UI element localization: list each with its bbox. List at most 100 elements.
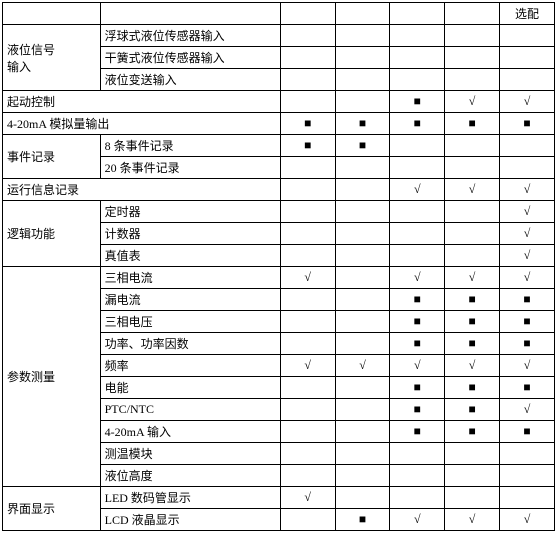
mark-cell bbox=[280, 333, 335, 355]
optional-header: 选配 bbox=[500, 3, 555, 25]
mark-cell bbox=[280, 399, 335, 421]
mark-cell bbox=[335, 223, 390, 245]
mark-cell: √ bbox=[390, 355, 445, 377]
mark-cell: ■ bbox=[445, 311, 500, 333]
mark-cell bbox=[335, 399, 390, 421]
mark-cell: ■ bbox=[500, 311, 555, 333]
mark-cell: ■ bbox=[445, 333, 500, 355]
mark-cell bbox=[335, 377, 390, 399]
sub-label: PTC/NTC bbox=[100, 399, 280, 421]
mark-cell bbox=[280, 245, 335, 267]
mark-cell: ■ bbox=[500, 289, 555, 311]
mark-cell bbox=[335, 289, 390, 311]
mark-cell: √ bbox=[500, 179, 555, 201]
mark-cell bbox=[280, 289, 335, 311]
category-logic: 逻辑功能 bbox=[3, 201, 101, 267]
mark-cell: ■ bbox=[390, 377, 445, 399]
sub-label: LED 数码管显示 bbox=[100, 487, 280, 509]
mark-cell bbox=[280, 201, 335, 223]
category-display: 界面显示 bbox=[3, 487, 101, 531]
mark-cell: ■ bbox=[445, 113, 500, 135]
mark-cell: √ bbox=[280, 487, 335, 509]
mark-cell bbox=[335, 421, 390, 443]
mark-cell bbox=[390, 443, 445, 465]
mark-cell: √ bbox=[445, 91, 500, 113]
mark-cell: √ bbox=[390, 267, 445, 289]
mark-cell: √ bbox=[280, 267, 335, 289]
table-row: 事件记录 8 条事件记录 ■ ■ bbox=[3, 135, 555, 157]
mark-cell bbox=[280, 509, 335, 531]
sub-label: 功率、功率因数 bbox=[100, 333, 280, 355]
mark-cell bbox=[390, 69, 445, 91]
sub-label: 电能 bbox=[100, 377, 280, 399]
mark-cell bbox=[445, 245, 500, 267]
mark-cell: ■ bbox=[390, 113, 445, 135]
mark-cell: ■ bbox=[445, 377, 500, 399]
mark-cell bbox=[335, 201, 390, 223]
mark-cell: ■ bbox=[335, 135, 390, 157]
sub-label: 测温模块 bbox=[100, 443, 280, 465]
mark-cell bbox=[390, 223, 445, 245]
mark-cell: ■ bbox=[500, 421, 555, 443]
mark-cell bbox=[500, 135, 555, 157]
table-row: 界面显示 LED 数码管显示 √ bbox=[3, 487, 555, 509]
mark-cell bbox=[335, 157, 390, 179]
mark-cell bbox=[390, 157, 445, 179]
empty-cell bbox=[390, 3, 445, 25]
category-liquid-signal: 液位信号输入 bbox=[3, 25, 101, 91]
mark-cell bbox=[390, 245, 445, 267]
mark-cell bbox=[280, 91, 335, 113]
mark-cell: ■ bbox=[390, 91, 445, 113]
mark-cell bbox=[280, 179, 335, 201]
mark-cell bbox=[445, 465, 500, 487]
mark-cell: ■ bbox=[500, 113, 555, 135]
sub-label: 液位变送输入 bbox=[100, 69, 280, 91]
sub-label: 液位高度 bbox=[100, 465, 280, 487]
mark-cell bbox=[500, 465, 555, 487]
mark-cell: ■ bbox=[390, 311, 445, 333]
mark-cell bbox=[335, 465, 390, 487]
mark-cell: √ bbox=[445, 355, 500, 377]
mark-cell bbox=[280, 465, 335, 487]
mark-cell bbox=[280, 443, 335, 465]
mark-cell bbox=[445, 487, 500, 509]
mark-cell bbox=[445, 443, 500, 465]
mark-cell bbox=[280, 47, 335, 69]
table-row: 4-20mA 模拟量输出 ■ ■ ■ ■ ■ bbox=[3, 113, 555, 135]
mark-cell: ■ bbox=[280, 135, 335, 157]
mark-cell: √ bbox=[500, 201, 555, 223]
mark-cell bbox=[335, 179, 390, 201]
mark-cell: ■ bbox=[335, 113, 390, 135]
header-row: 选配 bbox=[3, 3, 555, 25]
mark-cell bbox=[500, 487, 555, 509]
category-analog-output: 4-20mA 模拟量输出 bbox=[3, 113, 281, 135]
sub-label: 计数器 bbox=[100, 223, 280, 245]
mark-cell bbox=[335, 245, 390, 267]
mark-cell: √ bbox=[390, 179, 445, 201]
mark-cell: ■ bbox=[445, 289, 500, 311]
mark-cell bbox=[445, 135, 500, 157]
mark-cell bbox=[390, 201, 445, 223]
sub-label: 干簧式液位传感器输入 bbox=[100, 47, 280, 69]
category-start-control: 起动控制 bbox=[3, 91, 281, 113]
sub-label: 漏电流 bbox=[100, 289, 280, 311]
mark-cell bbox=[500, 47, 555, 69]
mark-cell bbox=[445, 223, 500, 245]
empty-cell bbox=[3, 3, 101, 25]
mark-cell: √ bbox=[500, 245, 555, 267]
mark-cell bbox=[335, 311, 390, 333]
sub-label: 定时器 bbox=[100, 201, 280, 223]
mark-cell: ■ bbox=[390, 421, 445, 443]
table-row: 逻辑功能 定时器 √ bbox=[3, 201, 555, 223]
mark-cell bbox=[280, 69, 335, 91]
mark-cell bbox=[280, 377, 335, 399]
empty-cell bbox=[280, 3, 335, 25]
sub-label: 真值表 bbox=[100, 245, 280, 267]
mark-cell bbox=[335, 25, 390, 47]
sub-label: 20 条事件记录 bbox=[100, 157, 280, 179]
table-row: 液位信号输入 浮球式液位传感器输入 bbox=[3, 25, 555, 47]
mark-cell: √ bbox=[445, 267, 500, 289]
table-row: 参数测量 三相电流 √ √ √ √ bbox=[3, 267, 555, 289]
mark-cell bbox=[390, 135, 445, 157]
mark-cell bbox=[280, 421, 335, 443]
